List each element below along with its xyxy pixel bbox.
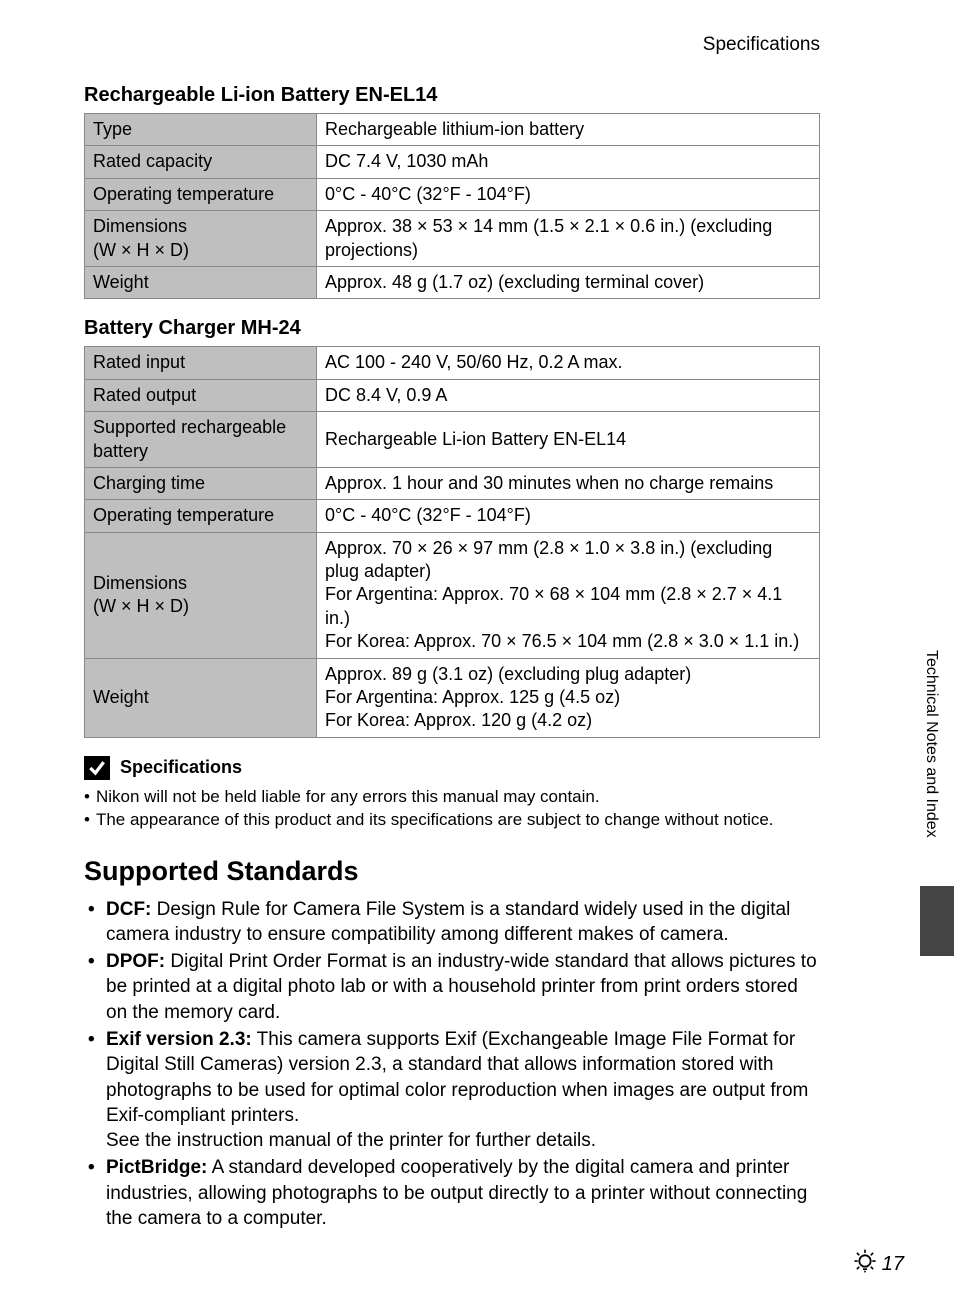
page-footer: 17 xyxy=(852,1248,904,1280)
section-charger: Battery Charger MH-24 Rated inputAC 100 … xyxy=(84,317,820,737)
note-block: Specifications Nikon will not be held li… xyxy=(84,756,820,832)
spec-label: Rated capacity xyxy=(85,146,317,178)
spec-label: Weight xyxy=(85,658,317,737)
standards-desc: A standard developed cooperatively by th… xyxy=(106,1157,807,1229)
side-thumb-tab xyxy=(920,886,954,956)
page-number: 17 xyxy=(882,1253,904,1276)
spec-value: Approx. 89 g (3.1 oz) (excluding plug ad… xyxy=(317,658,820,737)
spec-value: Approx. 70 × 26 × 97 mm (2.8 × 1.0 × 3.8… xyxy=(317,532,820,658)
spec-label: Operating temperature xyxy=(85,178,317,210)
spec-value: Rechargeable Li-ion Battery EN-EL14 xyxy=(317,412,820,468)
spec-value: Approx. 48 g (1.7 oz) (excluding termina… xyxy=(317,266,820,298)
page-header-title: Specifications xyxy=(84,34,820,56)
spec-value: AC 100 - 240 V, 50/60 Hz, 0.2 A max. xyxy=(317,347,820,379)
side-tab-label: Technical Notes and Index xyxy=(922,650,940,838)
spec-value: Rechargeable lithium-ion battery xyxy=(317,114,820,146)
standards-term: DCF: xyxy=(106,899,151,920)
spec-label: Dimensions(W × H × D) xyxy=(85,211,317,267)
spec-label: Weight xyxy=(85,266,317,298)
standards-item: Exif version 2.3: This camera supports E… xyxy=(84,1027,820,1153)
spec-label: Charging time xyxy=(85,467,317,499)
spec-value: Approx. 38 × 53 × 14 mm (1.5 × 2.1 × 0.6… xyxy=(317,211,820,267)
page-content: Specifications Rechargeable Li-ion Batte… xyxy=(0,0,870,1263)
standards-desc: Design Rule for Camera File System is a … xyxy=(106,899,790,945)
standards-term: Exif version 2.3: xyxy=(106,1029,252,1050)
spec-value: DC 8.4 V, 0.9 A xyxy=(317,379,820,411)
note-title: Specifications xyxy=(120,757,242,778)
spec-value: 0°C - 40°C (32°F - 104°F) xyxy=(317,178,820,210)
standards-item: DCF: Design Rule for Camera File System … xyxy=(84,897,820,948)
spec-label: Type xyxy=(85,114,317,146)
section-title: Battery Charger MH-24 xyxy=(84,317,820,340)
standards-desc: Digital Print Order Format is an industr… xyxy=(106,951,817,1023)
note-item: Nikon will not be held liable for any er… xyxy=(84,786,820,809)
spec-label: Operating temperature xyxy=(85,500,317,532)
note-item: The appearance of this product and its s… xyxy=(84,809,820,832)
standards-item: DPOF: Digital Print Order Format is an i… xyxy=(84,949,820,1025)
hint-bulb-icon xyxy=(852,1248,878,1280)
spec-label: Rated output xyxy=(85,379,317,411)
spec-table-battery: TypeRechargeable lithium-ion battery Rat… xyxy=(84,113,820,299)
note-list: Nikon will not be held liable for any er… xyxy=(84,786,820,832)
standards-term: DPOF: xyxy=(106,951,165,972)
standards-item: PictBridge: A standard developed coopera… xyxy=(84,1155,820,1231)
spec-table-charger: Rated inputAC 100 - 240 V, 50/60 Hz, 0.2… xyxy=(84,346,820,737)
spec-label: Dimensions(W × H × D) xyxy=(85,532,317,658)
standards-term: PictBridge: xyxy=(106,1157,207,1178)
spec-label: Rated input xyxy=(85,347,317,379)
section-title: Rechargeable Li-ion Battery EN-EL14 xyxy=(84,84,820,107)
spec-value: Approx. 1 hour and 30 minutes when no ch… xyxy=(317,467,820,499)
standards-heading: Supported Standards xyxy=(84,856,820,887)
spec-label: Supported rechargeable battery xyxy=(85,412,317,468)
standards-list: DCF: Design Rule for Camera File System … xyxy=(84,897,820,1231)
checkmark-box-icon xyxy=(84,756,110,780)
spec-value: DC 7.4 V, 1030 mAh xyxy=(317,146,820,178)
section-battery: Rechargeable Li-ion Battery EN-EL14 Type… xyxy=(84,84,820,299)
spec-value: 0°C - 40°C (32°F - 104°F) xyxy=(317,500,820,532)
